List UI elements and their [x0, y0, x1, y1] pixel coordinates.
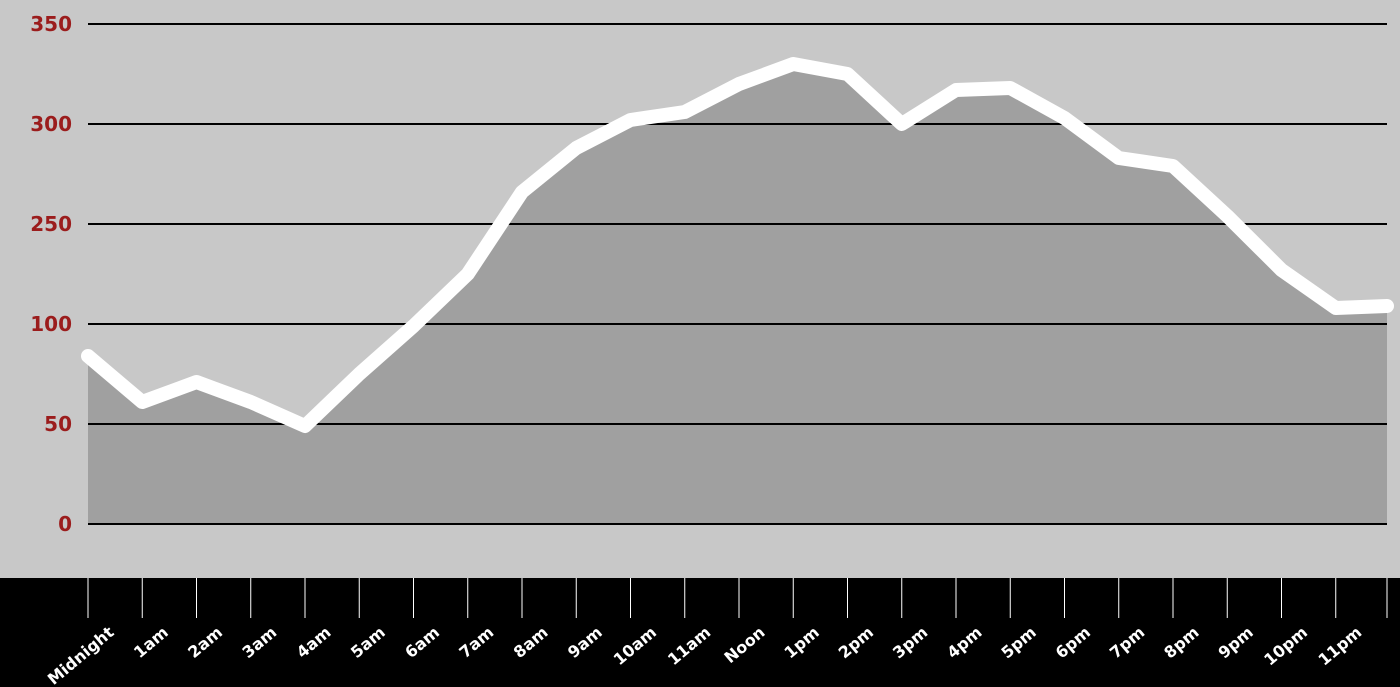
y-tick-label: 300 [30, 112, 72, 136]
x-axis-band [0, 578, 1400, 687]
area-fill [88, 64, 1387, 524]
y-axis-tick-labels: 0 50 100 250 300 350 [30, 12, 72, 536]
series-line [81, 57, 1394, 433]
y-tick-label: 50 [44, 412, 72, 436]
y-tick-label: 0 [58, 512, 72, 536]
x-axis-tick-marks [87, 578, 1388, 618]
y-tick-label: 100 [30, 312, 72, 336]
y-tick-label: 350 [30, 12, 72, 36]
y-tick-label: 250 [30, 212, 72, 236]
